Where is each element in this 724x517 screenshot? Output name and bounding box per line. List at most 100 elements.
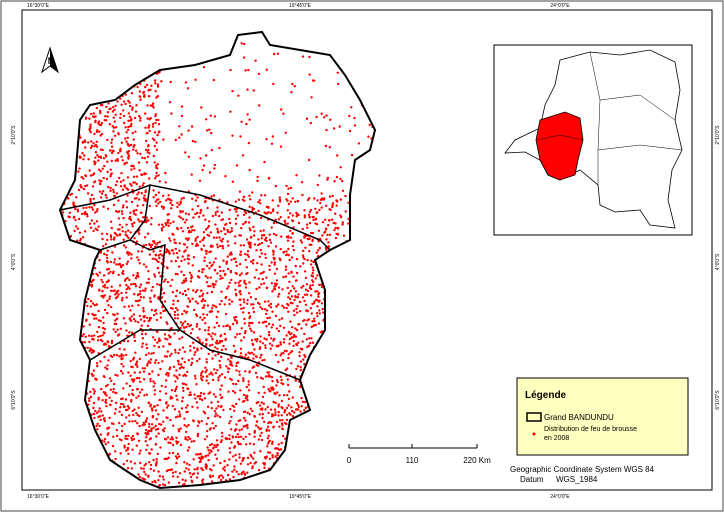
fire-point — [230, 356, 233, 360]
fire-point — [174, 138, 177, 142]
fire-point — [186, 246, 189, 249]
fire-point — [136, 271, 139, 275]
fire-point — [145, 433, 148, 436]
fire-point — [180, 114, 184, 118]
fire-point — [200, 372, 203, 375]
fire-point — [267, 387, 270, 391]
fire-point — [108, 123, 112, 126]
fire-point — [156, 133, 159, 137]
fire-point — [331, 194, 334, 198]
fire-point — [222, 325, 225, 328]
fire-point — [201, 478, 205, 481]
fire-point — [92, 412, 96, 416]
fire-point — [141, 289, 145, 292]
fire-point — [234, 217, 238, 221]
fire-point — [125, 262, 128, 266]
fire-point — [259, 216, 263, 220]
fire-point — [107, 432, 110, 435]
fire-point — [278, 425, 281, 428]
fire-point — [175, 394, 178, 398]
fire-point — [142, 296, 145, 299]
fire-point — [103, 417, 106, 420]
fire-point — [310, 243, 313, 246]
fire-point — [143, 367, 147, 370]
fire-point — [269, 241, 273, 244]
fire-point — [292, 344, 295, 348]
fire-point — [303, 293, 307, 296]
fire-point — [198, 328, 201, 331]
fire-point — [210, 307, 214, 310]
fire-point — [248, 292, 251, 295]
fire-point — [166, 322, 169, 326]
fire-point — [229, 68, 232, 72]
fire-point — [218, 374, 222, 377]
fire-point — [273, 408, 277, 411]
fire-point — [109, 107, 112, 110]
fire-point — [90, 280, 93, 284]
fire-point — [277, 360, 280, 364]
fire-point — [226, 464, 229, 467]
fire-point — [180, 197, 183, 200]
fire-point — [118, 228, 121, 231]
fire-point — [149, 380, 152, 383]
fire-point — [119, 452, 122, 455]
fire-point — [94, 156, 97, 159]
fire-point — [122, 179, 125, 182]
fire-point — [125, 131, 128, 134]
fire-point — [102, 176, 105, 180]
fire-point — [230, 227, 233, 230]
fire-point — [147, 401, 151, 404]
fire-point — [159, 249, 162, 253]
fire-point — [126, 467, 130, 470]
fire-point — [155, 418, 158, 421]
fire-point — [191, 328, 194, 331]
fire-point — [116, 157, 119, 161]
fire-point — [311, 266, 314, 269]
fire-point — [77, 217, 81, 221]
fire-point — [259, 306, 262, 309]
fire-point — [110, 422, 114, 425]
fire-point — [177, 363, 180, 366]
fire-point — [258, 286, 261, 289]
fire-point — [89, 174, 93, 177]
fire-point — [228, 217, 231, 221]
fire-point — [158, 283, 161, 287]
fire-point — [274, 392, 277, 396]
fire-point — [107, 304, 110, 307]
scale-bar: 0 110 220 Km — [347, 444, 491, 465]
fire-point — [189, 475, 193, 479]
fire-point — [193, 374, 197, 378]
fire-point — [200, 419, 203, 423]
fire-point — [145, 417, 149, 420]
fire-point — [309, 287, 313, 291]
fire-point — [284, 408, 287, 412]
fire-point — [185, 430, 188, 434]
fire-point — [223, 459, 226, 463]
fire-point — [119, 149, 122, 152]
fire-point — [130, 253, 133, 256]
fire-point — [137, 230, 140, 233]
fire-point — [243, 42, 246, 46]
fire-point — [187, 297, 190, 300]
fire-point — [234, 288, 237, 291]
fire-point — [265, 312, 268, 316]
fire-point — [115, 291, 118, 295]
fire-point — [214, 354, 217, 357]
fire-point — [138, 377, 141, 380]
fire-point — [162, 292, 166, 295]
fire-point — [105, 155, 108, 158]
fire-point — [122, 365, 125, 368]
fire-point — [161, 360, 164, 363]
fire-point — [84, 116, 88, 119]
fire-point — [94, 211, 97, 214]
fire-point — [153, 361, 157, 364]
fire-point — [319, 198, 323, 201]
fire-point — [228, 478, 232, 481]
fire-point — [109, 173, 113, 176]
fire-point — [186, 322, 190, 326]
fire-point — [127, 253, 130, 256]
fire-point — [141, 184, 144, 187]
fire-point — [136, 422, 139, 425]
fire-point — [195, 323, 199, 326]
fire-point — [194, 300, 198, 303]
